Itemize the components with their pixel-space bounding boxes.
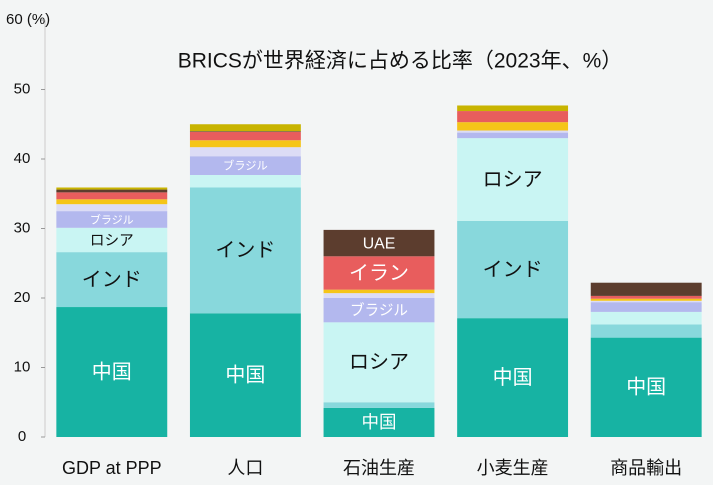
segment-label: ブラジル [350,301,408,319]
segment-label: 中国 [362,412,397,432]
y-tick-label: 0 [18,428,26,445]
bar-segment [590,300,702,303]
bar-segment [189,147,301,157]
segment-label: ブラジル [90,212,134,226]
bar-segment [189,124,301,132]
bar-segment [457,220,569,319]
bar-segment [189,187,301,314]
x-tick-label: 商品輸出 [610,458,682,478]
bar-segment [457,138,569,221]
bar-segment [323,407,435,437]
segment-label: 中国 [225,363,265,386]
segment-label: イラン [349,262,409,284]
y-tick-label: 20 [14,289,31,306]
segment-label: インド [82,269,142,291]
x-tick-label: 人口 [227,458,263,478]
bar-segment [189,174,301,188]
x-tick-label: 石油生産 [343,458,415,478]
bar-segment [56,192,168,200]
bar-segment [590,302,702,312]
bar-segment [457,122,569,131]
segment-label: ロシア [483,169,543,191]
bar-segment [323,229,435,257]
bar-segment [189,131,301,132]
bar-segment [457,111,569,123]
bar-segment [457,132,569,139]
segment-label: ブラジル [223,159,268,173]
bar-segment [189,131,301,141]
bar-segment [56,199,168,205]
bar-segment [56,187,168,190]
bar-segment [323,293,435,298]
segment-label: ロシア [349,352,409,374]
segment-label: インド [215,240,275,262]
bar-segment [590,298,702,301]
bar-segment [189,140,301,148]
bar-segment [56,204,168,212]
y-tick-label: 10 [14,358,31,375]
bar-segment [323,298,435,323]
segment-label: 中国 [626,376,666,399]
bar-segment [590,282,702,296]
segment-label: ロシア [90,233,134,249]
bar-segment [457,130,569,133]
bar-segment [590,324,702,338]
bar-segment [189,313,301,437]
bar-segment [457,318,569,437]
bar-segment [323,289,435,294]
chart-title: BRICSが世界経済に占める比率（2023年、%） [178,50,623,73]
segment-label: UAE [363,235,396,252]
bar-segment [56,189,168,193]
segment-label: 中国 [493,366,533,389]
bar-segment [590,337,702,437]
bar-segment [323,402,435,408]
y-tick-label: 60 (%) [6,11,50,28]
bar-segment [56,227,168,253]
y-tick-label: 40 [14,150,31,167]
bar-segment [56,211,168,228]
bar-segment [189,156,301,175]
x-tick-label: 小麦生産 [477,458,549,478]
bar-segment [323,256,435,290]
bar-segment [56,252,168,308]
segment-label: 中国 [92,360,132,383]
bar-segment [323,322,435,403]
y-tick-label: 30 [14,219,31,236]
bar-segment [590,311,702,325]
bar-segment [56,307,168,437]
segment-label: インド [483,259,543,281]
x-tick-label: GDP at PPP [62,458,162,478]
y-tick-label: 50 [14,80,31,97]
bar-segment [590,295,702,299]
bar-segment [457,105,569,112]
